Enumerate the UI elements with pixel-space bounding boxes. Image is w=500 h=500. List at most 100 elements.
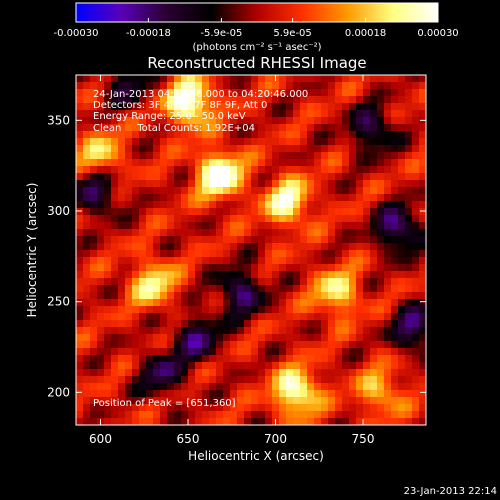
heatmap-cell [377, 292, 385, 300]
heatmap-cell [181, 229, 189, 237]
heatmap-cell [307, 187, 315, 195]
heatmap-cell [391, 390, 399, 398]
heatmap-cell [258, 404, 266, 412]
heatmap-cell [279, 306, 287, 314]
heatmap-cell [97, 166, 105, 174]
heatmap-cell [202, 411, 210, 419]
heatmap-cell [321, 229, 329, 237]
heatmap-cell [405, 145, 413, 153]
heatmap-cell [167, 173, 175, 181]
heatmap-cell [286, 89, 294, 97]
heatmap-cell [202, 187, 210, 195]
heatmap-cell [370, 362, 378, 370]
heatmap-cell [146, 96, 154, 104]
heatmap-cell [90, 124, 98, 132]
heatmap-cell [377, 250, 385, 258]
heatmap-cell [146, 124, 154, 132]
heatmap-cell [244, 292, 252, 300]
heatmap-cell [230, 229, 238, 237]
heatmap-cell [356, 208, 364, 216]
heatmap-cell [111, 418, 119, 426]
heatmap-cell [83, 278, 91, 286]
heatmap-cell [377, 124, 385, 132]
heatmap-cell [174, 369, 182, 377]
heatmap-cell [111, 383, 119, 391]
heatmap-cell [90, 299, 98, 307]
heatmap-cell [104, 180, 112, 188]
heatmap-cell [118, 383, 126, 391]
heatmap-cell [335, 355, 343, 363]
heatmap-cell [76, 145, 84, 153]
heatmap-cell [251, 96, 259, 104]
heatmap-cell [223, 138, 231, 146]
heatmap-cell [209, 75, 217, 83]
heatmap-cell [104, 215, 112, 223]
heatmap-cell [216, 89, 224, 97]
heatmap-cell [181, 89, 189, 97]
heatmap-cell [377, 383, 385, 391]
heatmap-cell [300, 124, 308, 132]
heatmap-cell [398, 383, 406, 391]
heatmap-cell [167, 383, 175, 391]
heatmap-cell [153, 208, 161, 216]
heatmap-cell [188, 236, 196, 244]
heatmap-cell [209, 278, 217, 286]
heatmap-cell [328, 320, 336, 328]
heatmap-cell [195, 320, 203, 328]
heatmap-cell [90, 411, 98, 419]
heatmap-cell [286, 131, 294, 139]
heatmap-cell [209, 292, 217, 300]
heatmap-cell [83, 110, 91, 118]
heatmap-cell [209, 145, 217, 153]
annotation-block: 24-Jan-2013 04:14:46.000 to 04:20:46.000… [93, 89, 308, 134]
heatmap-cell [118, 376, 126, 384]
heatmap-cell [419, 145, 427, 153]
heatmap-cell [384, 285, 392, 293]
heatmap-cell [349, 334, 357, 342]
heatmap-cell [216, 404, 224, 412]
heatmap-cell [300, 96, 308, 104]
heatmap-cell [391, 285, 399, 293]
heatmap-cell [76, 250, 84, 258]
heatmap-cell [405, 313, 413, 321]
heatmap-cell [356, 271, 364, 279]
heatmap-cell [265, 285, 273, 293]
heatmap-cell [405, 138, 413, 146]
heatmap-cell [244, 96, 252, 104]
heatmap-cell [237, 215, 245, 223]
heatmap-cell [335, 145, 343, 153]
heatmap-cell [251, 397, 259, 405]
heatmap-cell [230, 313, 238, 321]
heatmap-cell [230, 208, 238, 216]
heatmap-cell [181, 131, 189, 139]
heatmap-cell [314, 397, 322, 405]
heatmap-cell [104, 313, 112, 321]
heatmap-cell [125, 75, 133, 83]
heatmap-cell [321, 313, 329, 321]
heatmap-cell [111, 292, 119, 300]
heatmap-cell [230, 362, 238, 370]
heatmap-cell [76, 215, 84, 223]
heatmap-cell [146, 306, 154, 314]
colorbar-tick-label: 5.9e-05 [273, 28, 311, 39]
heatmap-cell [174, 124, 182, 132]
heatmap-cell [349, 327, 357, 335]
heatmap-cell [237, 110, 245, 118]
heatmap-cell [167, 327, 175, 335]
heatmap-cell [321, 278, 329, 286]
heatmap-cell [314, 292, 322, 300]
heatmap-cell [335, 257, 343, 265]
heatmap-cell [104, 152, 112, 160]
heatmap-cell [237, 313, 245, 321]
heatmap-cell [251, 208, 259, 216]
heatmap-cell [90, 376, 98, 384]
heatmap-cell [419, 418, 427, 426]
heatmap-cell [412, 96, 420, 104]
heatmap-cell [118, 180, 126, 188]
heatmap-cell [405, 292, 413, 300]
heatmap-cell [335, 299, 343, 307]
heatmap-cell [188, 173, 196, 181]
heatmap-cell [265, 278, 273, 286]
heatmap-cell [356, 299, 364, 307]
heatmap-cell [335, 369, 343, 377]
